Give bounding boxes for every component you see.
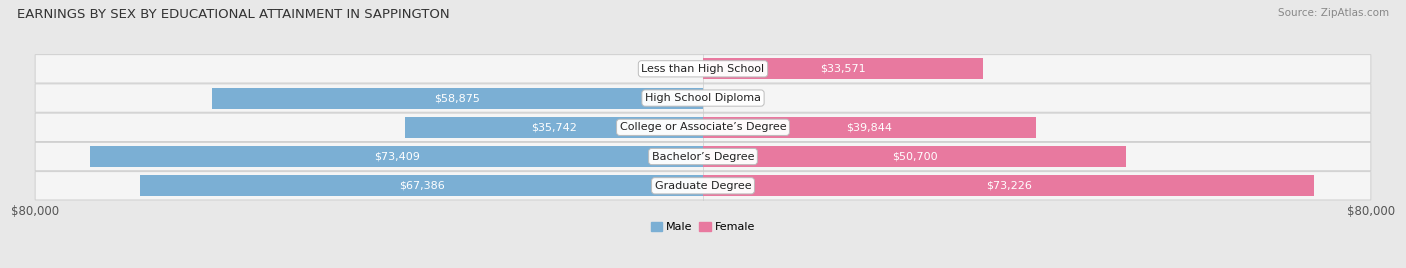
Bar [141, 175, 703, 196]
Text: $50,700: $50,700 [891, 151, 938, 162]
Text: College or Associate’s Degree: College or Associate’s Degree [620, 122, 786, 132]
Text: $0: $0 [716, 93, 730, 103]
Text: $67,386: $67,386 [399, 181, 444, 191]
Bar [405, 117, 703, 138]
Text: $58,875: $58,875 [434, 93, 481, 103]
Text: $0: $0 [676, 64, 690, 74]
Bar [703, 175, 1315, 196]
Bar [703, 117, 1036, 138]
Text: $33,571: $33,571 [820, 64, 866, 74]
Text: Source: ZipAtlas.com: Source: ZipAtlas.com [1278, 8, 1389, 18]
Text: Bachelor’s Degree: Bachelor’s Degree [652, 151, 754, 162]
Text: Graduate Degree: Graduate Degree [655, 181, 751, 191]
Legend: Male, Female: Male, Female [647, 217, 759, 237]
Bar [90, 146, 703, 167]
Text: Less than High School: Less than High School [641, 64, 765, 74]
FancyBboxPatch shape [35, 113, 1371, 142]
Bar [211, 88, 703, 109]
Text: $39,844: $39,844 [846, 122, 893, 132]
FancyBboxPatch shape [35, 172, 1371, 200]
Text: $73,226: $73,226 [986, 181, 1032, 191]
Text: High School Diploma: High School Diploma [645, 93, 761, 103]
Bar [703, 146, 1126, 167]
FancyBboxPatch shape [35, 55, 1371, 83]
Text: EARNINGS BY SEX BY EDUCATIONAL ATTAINMENT IN SAPPINGTON: EARNINGS BY SEX BY EDUCATIONAL ATTAINMEN… [17, 8, 450, 21]
FancyBboxPatch shape [35, 142, 1371, 171]
FancyBboxPatch shape [35, 84, 1371, 112]
Bar [703, 58, 983, 79]
Text: $35,742: $35,742 [531, 122, 576, 132]
Text: $73,409: $73,409 [374, 151, 419, 162]
